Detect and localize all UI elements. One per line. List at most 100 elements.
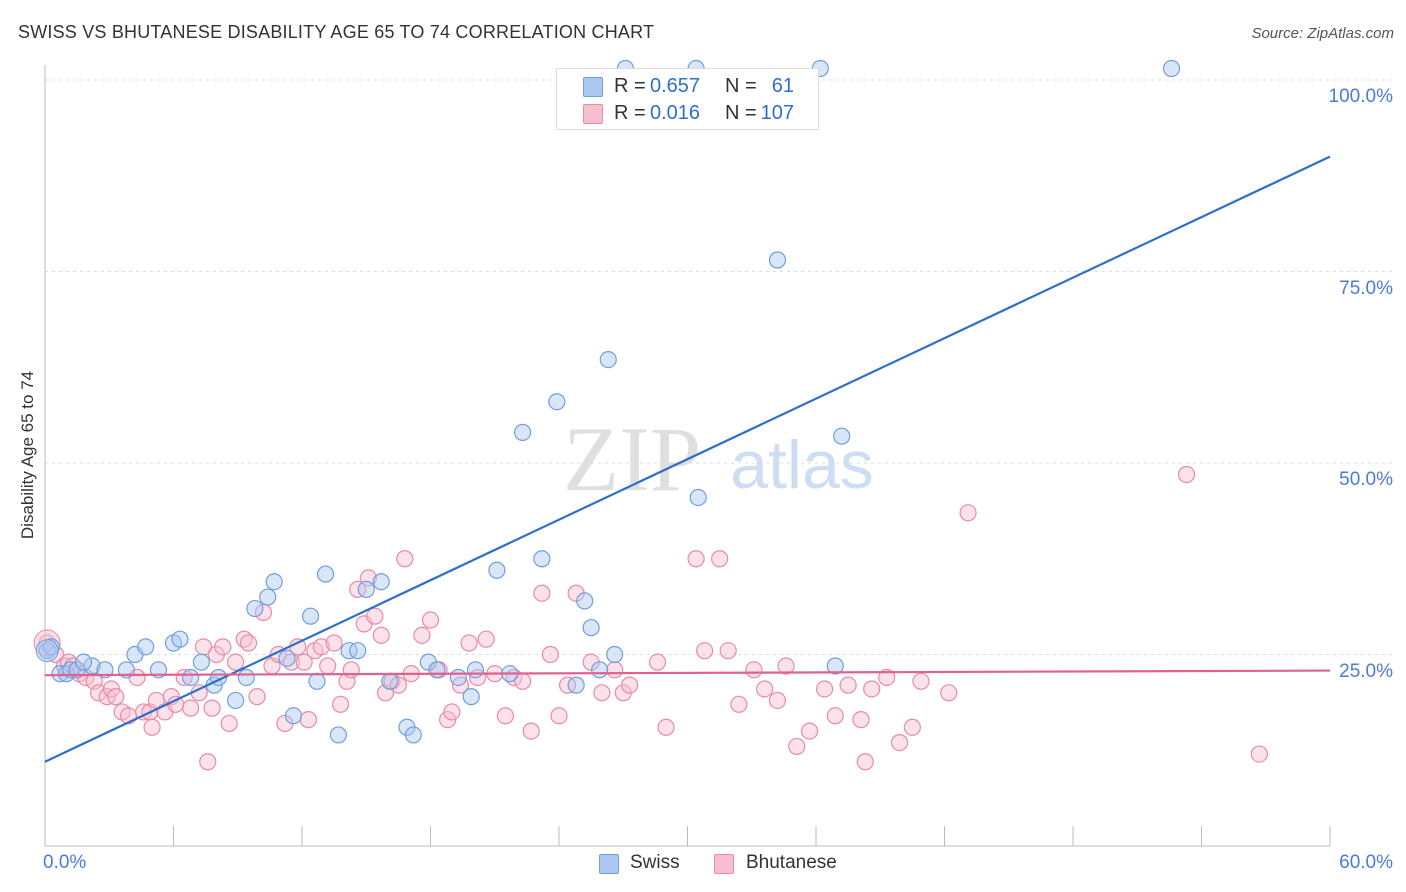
bhutanese-point-17 xyxy=(143,718,161,736)
bhutanese-point-34 xyxy=(248,688,266,706)
bhutanese-point-31 xyxy=(227,653,245,671)
swiss-point-13 xyxy=(182,668,200,687)
bottom-legend-bhutanese-swatch xyxy=(714,854,734,874)
swiss-point-37 xyxy=(449,668,467,687)
legend-row-bhutanese: R = 0.016 N = 107 xyxy=(557,101,818,127)
bhutanese-point-98 xyxy=(826,707,844,725)
bottom-legend-swiss-swatch xyxy=(599,854,619,874)
swiss-n-label: N = xyxy=(725,75,757,97)
swiss-point-27 xyxy=(329,726,348,744)
bhutanese-point-57 xyxy=(389,676,407,694)
bhutanese-point-29 xyxy=(214,638,232,656)
swiss-point-36 xyxy=(428,661,446,679)
swiss-point-40 xyxy=(488,561,506,579)
swiss-point-60 xyxy=(74,653,93,671)
watermark-atlas: atlas xyxy=(730,427,874,503)
bhutanese-point-8 xyxy=(89,684,108,702)
bhutanese-point-94 xyxy=(777,657,795,675)
swiss-point-45 xyxy=(567,676,585,694)
bhutanese-n-value: 107 xyxy=(760,102,794,124)
swiss-point-54 xyxy=(768,251,787,269)
bhutanese-point-76 xyxy=(550,707,568,725)
swiss-point-30 xyxy=(357,580,375,598)
bhutanese-point-80 xyxy=(593,684,611,702)
bhutanese-point-26 xyxy=(199,753,217,771)
bhutanese-point-101 xyxy=(856,753,874,771)
bhutanese-point-60 xyxy=(413,626,431,644)
swiss-point-1 xyxy=(51,665,69,683)
bhutanese-point-83 xyxy=(621,676,639,694)
swiss-point-6 xyxy=(96,661,114,679)
x-tick-label-0: 0.0% xyxy=(43,852,87,873)
bhutanese-point-91 xyxy=(745,661,763,679)
bhutanese-point-66 xyxy=(460,634,478,652)
bhutanese-point-58 xyxy=(396,550,414,568)
y-tick-label-2: 75.0% xyxy=(1339,277,1393,299)
axes xyxy=(44,65,1331,847)
bhutanese-point-73 xyxy=(522,722,540,740)
bhutanese-point-22 xyxy=(175,668,193,687)
chart-source: Source: ZipAtlas.com xyxy=(1251,25,1394,42)
swiss-cluster-point xyxy=(35,639,59,663)
bhutanese-point-11 xyxy=(107,688,125,706)
swiss-point-9 xyxy=(137,638,155,656)
bottom-legend-bhutanese: Bhutanese xyxy=(746,852,837,873)
y-axis-label: Disability Age 65 to 74 xyxy=(18,370,37,540)
bhutanese-point-103 xyxy=(878,668,896,687)
bhutanese-point-90 xyxy=(730,695,748,713)
bhutanese-point-99 xyxy=(839,676,857,694)
swiss-point-34 xyxy=(404,726,422,744)
bhutanese-n-label: N = xyxy=(725,102,757,124)
bhutanese-point-96 xyxy=(800,722,819,740)
bhutanese-point-42 xyxy=(299,711,318,729)
swiss-r-value: 0.657 xyxy=(650,75,701,97)
y-tick-label-1: 50.0% xyxy=(1339,469,1393,490)
bhutanese-point-75 xyxy=(541,645,560,664)
bhutanese-point-84 xyxy=(648,653,667,671)
bhutanese-point-53 xyxy=(366,607,384,625)
swiss-point-23 xyxy=(284,707,303,725)
y-tick-label-0: 25.0% xyxy=(1339,660,1393,682)
swiss-point-20 xyxy=(259,588,277,606)
swiss-r-label: R = xyxy=(614,75,646,97)
bhutanese-point-89 xyxy=(719,642,737,660)
bhutanese-point-61 xyxy=(421,611,440,629)
bottom-legend-swiss: Swiss xyxy=(630,852,680,873)
swiss-point-58 xyxy=(1162,59,1181,78)
bhutanese-point-92 xyxy=(755,680,774,698)
bhutanese-point-45 xyxy=(319,657,337,675)
bhutanese-point-81 xyxy=(606,661,624,679)
bhutanese-point-104 xyxy=(890,733,909,752)
bhutanese-point-54 xyxy=(372,626,390,644)
swiss-point-26 xyxy=(316,565,335,583)
bhutanese-point-108 xyxy=(959,504,977,522)
swiss-point-49 xyxy=(599,350,617,369)
swiss-point-57 xyxy=(833,427,851,445)
bhutanese-point-106 xyxy=(912,672,930,690)
swiss-point-32 xyxy=(381,672,399,690)
swiss-point-47 xyxy=(582,619,600,637)
swiss-point-44 xyxy=(548,393,566,411)
bhutanese-point-74 xyxy=(533,584,551,602)
bhutanese-trend-line xyxy=(44,669,1331,677)
swiss-point-18 xyxy=(237,668,255,687)
bhutanese-point-44 xyxy=(312,638,330,656)
swiss-point-22 xyxy=(278,649,296,667)
y-tick-label-3: 100.0% xyxy=(1328,86,1393,107)
bhutanese-point-41 xyxy=(295,653,313,671)
bhutanese-point-33 xyxy=(239,634,258,652)
bhutanese-point-95 xyxy=(788,737,806,756)
trend-lines xyxy=(44,155,1331,763)
bhutanese-point-64 xyxy=(443,703,461,721)
swiss-trend-line xyxy=(44,155,1331,763)
swiss-swatch xyxy=(583,77,603,97)
bhutanese-point-88 xyxy=(711,550,729,568)
swiss-point-12 xyxy=(171,630,189,648)
swiss-point-14 xyxy=(192,653,210,671)
swiss-point-53 xyxy=(689,488,707,507)
bhutanese-point-86 xyxy=(687,550,705,568)
bhutanese-point-100 xyxy=(852,711,870,729)
swiss-point-24 xyxy=(301,607,320,625)
swiss-point-42 xyxy=(513,423,532,441)
